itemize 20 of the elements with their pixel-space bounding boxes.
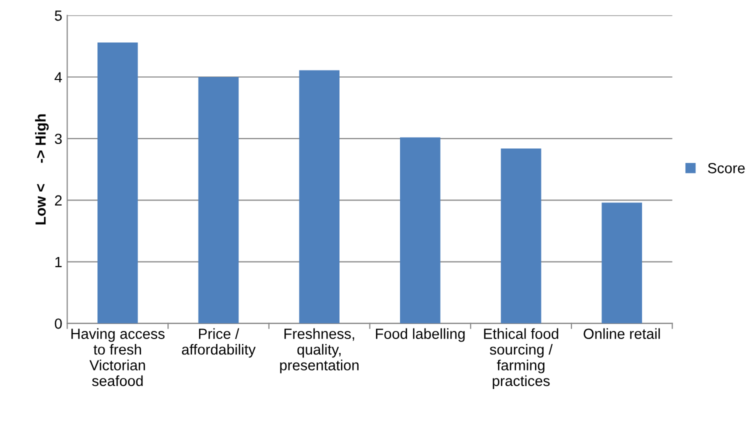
y-tick-label: 3 [54,134,62,144]
x-tick-label: Price / affordability [182,328,256,358]
bar [602,202,642,324]
x-tick-label: Food labelling [376,328,465,342]
x-tick-label: Online retail [584,328,660,339]
bar [198,77,239,324]
y-axis-title: Low < -> High [35,114,49,224]
bar [400,137,440,324]
y-tick-label: 5 [54,10,62,21]
y-tick-label: 1 [55,257,62,268]
bar [97,42,138,324]
x-tick-label: Freshness, quality, presentation [280,328,359,374]
y-tick-label: 0 [54,318,62,329]
legend-label: Score [708,162,745,174]
y-tick-label: 4 [54,72,62,82]
y-tick-label: 2 [54,195,62,206]
x-tick-label: Having access to fresh Victorian seafood [71,328,165,386]
bar [299,70,340,324]
bar [500,148,542,324]
x-tick-label: Ethical food sourcing / farming practices [484,328,558,389]
